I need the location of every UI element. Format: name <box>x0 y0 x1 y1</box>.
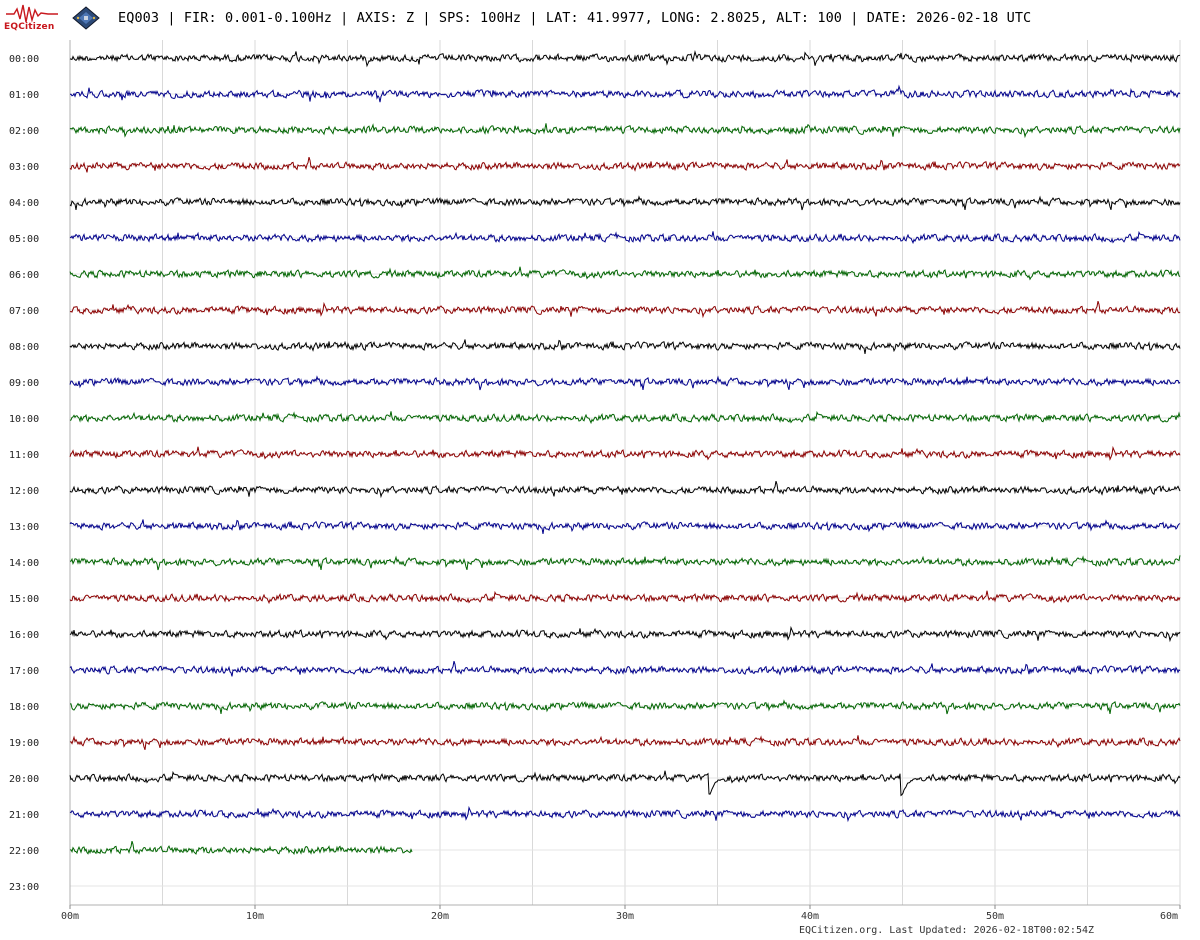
hour-label: 07:00 <box>9 306 39 317</box>
hour-label: 16:00 <box>9 630 39 641</box>
trace-line <box>69 195 1181 211</box>
trace-line <box>69 445 1181 461</box>
trace-line <box>69 625 1181 643</box>
hour-label: 18:00 <box>9 702 39 713</box>
seismogram-logo-icon <box>6 4 58 23</box>
hour-label: 20:00 <box>9 774 39 785</box>
x-tick-label: 50m <box>986 911 1004 922</box>
trace-line <box>69 300 1181 319</box>
trace-line <box>69 123 1181 139</box>
hour-label: 05:00 <box>9 234 39 245</box>
hour-label: 13:00 <box>9 522 39 533</box>
logo-text: EQCitizen <box>4 22 55 32</box>
x-tick-label: 20m <box>431 911 449 922</box>
trace-line <box>69 49 1181 68</box>
hour-label: 23:00 <box>9 882 39 893</box>
hour-label: 08:00 <box>9 342 39 353</box>
sensor-board-icon <box>72 6 100 30</box>
hour-label: 02:00 <box>9 126 39 137</box>
trace-line <box>69 735 1181 750</box>
hour-label: 04:00 <box>9 198 39 209</box>
trace-line <box>70 699 1181 715</box>
hour-label: 21:00 <box>9 810 39 821</box>
hour-label: 03:00 <box>9 162 39 173</box>
trace-line <box>69 770 1181 797</box>
x-tick-label: 60m <box>1160 911 1178 922</box>
hour-label: 12:00 <box>9 486 39 497</box>
trace-line <box>69 230 1181 245</box>
trace-line <box>69 156 1181 173</box>
hour-label: 14:00 <box>9 558 39 569</box>
trace-line <box>69 480 1181 499</box>
hour-label: 22:00 <box>9 846 39 857</box>
hour-label: 09:00 <box>9 378 39 389</box>
hour-label: 06:00 <box>9 270 39 281</box>
x-tick-label: 30m <box>616 911 634 922</box>
hour-label: 17:00 <box>9 666 39 677</box>
trace-line <box>69 339 1181 354</box>
x-tick-label: 10m <box>246 911 264 922</box>
trace-line <box>69 805 1181 823</box>
hour-label: 01:00 <box>9 90 39 101</box>
trace-line <box>69 519 1181 534</box>
last-updated-footer: EQCitizen.org. Last Updated: 2026-02-18T… <box>799 925 1095 936</box>
trace-line <box>69 590 1181 605</box>
x-tick-label: 40m <box>801 911 819 922</box>
trace-line <box>69 375 1181 391</box>
trace-line <box>69 840 413 856</box>
header: EQCitizen EQ003 | FIR: 0.001-0.100Hz | A… <box>0 0 1200 38</box>
hour-label: 11:00 <box>9 450 39 461</box>
hour-label: 10:00 <box>9 414 39 425</box>
chart-title: EQ003 | FIR: 0.001-0.100Hz | AXIS: Z | S… <box>118 10 1032 26</box>
trace-line <box>70 84 1181 103</box>
trace-line <box>69 410 1181 425</box>
x-tick-label: 00m <box>61 911 79 922</box>
trace-line <box>69 660 1181 677</box>
trace-line <box>69 555 1181 571</box>
trace-line <box>69 266 1181 281</box>
hour-label: 19:00 <box>9 738 39 749</box>
hour-label: 15:00 <box>9 594 39 605</box>
hour-label: 00:00 <box>9 54 39 65</box>
